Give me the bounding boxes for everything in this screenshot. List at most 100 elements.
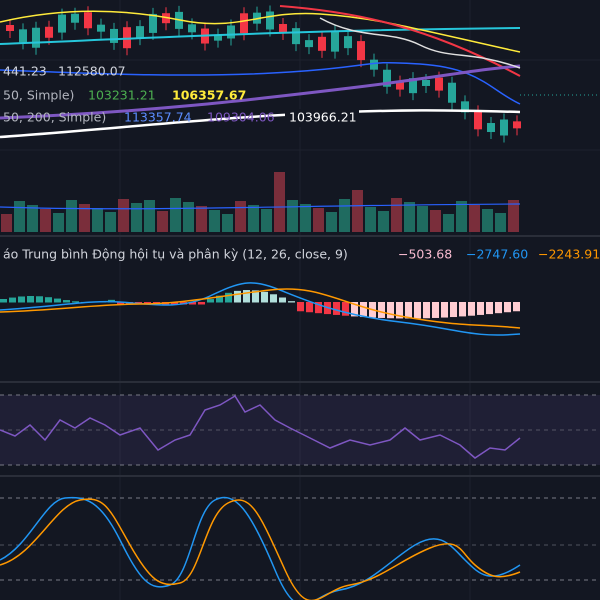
ma-line <box>0 61 521 105</box>
volume-bar <box>183 202 194 232</box>
macd-bar <box>450 302 457 318</box>
macd-bar <box>378 302 385 318</box>
candle-body <box>487 123 495 133</box>
volume-bar <box>352 190 363 232</box>
candle-body <box>292 28 300 45</box>
macd-bar <box>54 298 61 303</box>
candle-body <box>97 24 105 32</box>
candle-body <box>149 13 157 33</box>
volume-bar <box>365 207 376 232</box>
volume-ma <box>0 203 521 210</box>
macd-bar <box>207 299 214 303</box>
volume-bar <box>456 201 467 232</box>
volume-bar <box>417 206 428 232</box>
candle-body <box>500 119 508 136</box>
macd-bar <box>216 295 223 303</box>
macd-bar <box>225 292 232 303</box>
macd-bar <box>459 302 466 317</box>
candle-body <box>84 12 92 29</box>
candle-body <box>396 81 404 90</box>
volume-bar <box>144 200 155 232</box>
legend-box <box>285 109 359 127</box>
macd-value: −2243.91 <box>538 247 600 262</box>
candle-body <box>214 34 222 41</box>
macd-bar <box>441 302 448 318</box>
macd-bar <box>198 302 205 305</box>
macd-bar <box>189 302 196 305</box>
candle-body <box>123 27 131 49</box>
volume-bar <box>170 198 181 232</box>
ma-line <box>319 17 521 69</box>
volume-bar <box>378 211 389 232</box>
candle-body <box>305 40 313 48</box>
macd-bar <box>36 296 43 303</box>
volume-bar <box>248 205 259 232</box>
volume-bar <box>287 200 298 232</box>
candle-body <box>409 78 417 94</box>
macd-bar <box>0 299 7 303</box>
volume-bar <box>495 213 506 232</box>
candle-body <box>461 101 469 113</box>
volume-bar <box>105 212 116 232</box>
macd-bar <box>270 294 277 303</box>
candle-body <box>474 111 482 130</box>
volume-bar <box>261 209 272 232</box>
legend-value: 441.23 <box>3 64 47 79</box>
candle-body <box>32 27 40 48</box>
candle-body <box>513 121 521 129</box>
volume-bar <box>79 204 90 232</box>
macd-bar <box>513 302 520 312</box>
macd-bar <box>261 291 268 303</box>
macd-bar <box>477 302 484 315</box>
volume-bar <box>482 209 493 232</box>
volume-bar <box>40 209 51 232</box>
legend-label: 50, 200, Simple) <box>3 110 106 125</box>
candle-body <box>266 11 274 30</box>
macd-bar <box>63 300 70 303</box>
macd-bar <box>243 290 250 303</box>
legend-value: 109304.06 <box>207 110 275 125</box>
macd-bar <box>360 302 367 318</box>
volume-bar <box>92 208 103 232</box>
volume-bar <box>508 200 519 232</box>
volume-bar <box>300 204 311 232</box>
volume-bar <box>326 212 337 232</box>
macd-bar <box>387 302 394 319</box>
macd-bar <box>504 302 511 313</box>
candle-body <box>318 36 326 51</box>
volume-bar <box>209 210 220 232</box>
macd-bar <box>333 302 340 315</box>
candle-body <box>331 30 339 52</box>
volume-bar <box>339 199 350 232</box>
macd-bar <box>27 296 34 303</box>
legend-value: 103966.21 <box>289 110 357 125</box>
volume-bar <box>196 206 207 232</box>
candle-body <box>279 24 287 34</box>
macd-bar <box>45 297 52 303</box>
volume-bar <box>66 200 77 232</box>
volume-bar <box>391 198 402 232</box>
candle-body <box>136 26 144 39</box>
macd-bar <box>306 302 313 313</box>
macd-bar <box>9 297 16 303</box>
macd-bar <box>18 296 25 303</box>
macd-bar <box>297 302 304 312</box>
macd-bar <box>405 302 412 319</box>
macd-bar <box>342 302 349 316</box>
volume-bar <box>118 199 129 232</box>
volume-bar <box>222 214 233 232</box>
macd-bar <box>315 302 322 314</box>
macd-bar <box>72 301 79 303</box>
legend-value: 106357.67 <box>172 88 246 103</box>
volume-bar <box>53 213 64 232</box>
candles <box>6 5 521 143</box>
volume <box>1 172 519 232</box>
volume-bar <box>313 208 324 232</box>
macd-bar <box>486 302 493 315</box>
candle-body <box>58 14 66 33</box>
macd-bar <box>468 302 475 316</box>
candle-body <box>45 26 53 38</box>
legend-value: 113357.74 <box>124 110 192 125</box>
stoch-d <box>0 498 521 600</box>
